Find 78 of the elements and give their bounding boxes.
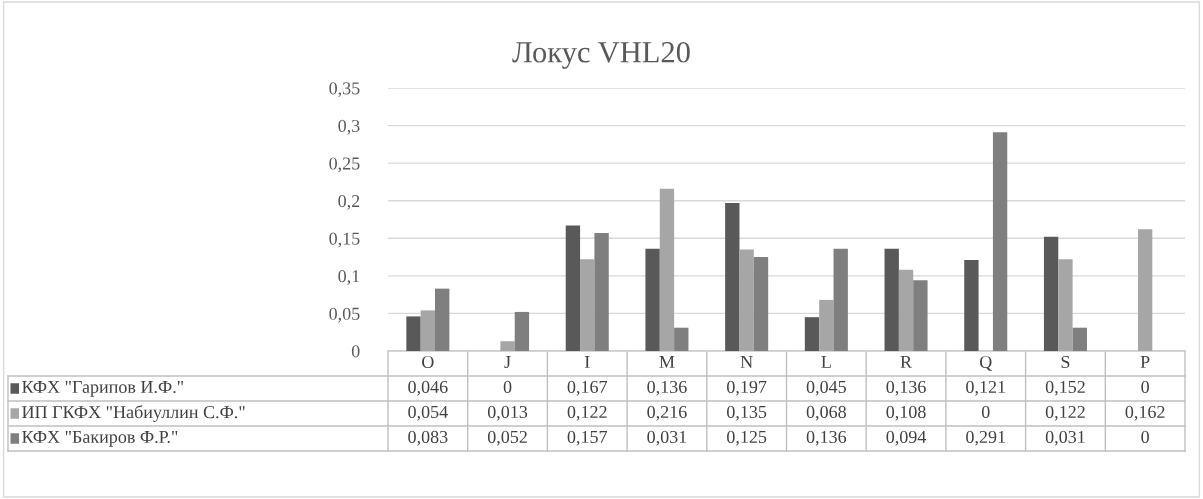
bar	[1043, 236, 1059, 351]
data-label: 0	[503, 380, 512, 394]
bar	[753, 257, 769, 351]
data-label: 0,013	[487, 405, 528, 421]
x-tick-label: J	[504, 356, 511, 369]
data-label: 0	[1141, 380, 1149, 394]
bar	[964, 260, 979, 351]
bar	[406, 316, 421, 351]
data-label: 0,197	[727, 380, 767, 396]
data-label: 0,157	[567, 430, 608, 446]
bar	[645, 248, 660, 351]
bar	[1058, 259, 1073, 351]
bar	[804, 317, 820, 351]
bar	[992, 132, 1008, 351]
data-label: 0,083	[408, 430, 448, 446]
bar	[913, 280, 928, 351]
bar	[500, 341, 515, 351]
y-tick-label: 0,35	[329, 82, 360, 98]
x-tick-label: N	[740, 356, 753, 368]
x-tick-label: O	[422, 355, 434, 369]
y-tick-label: 0,2	[338, 194, 360, 210]
bar	[1072, 327, 1087, 351]
data-label: 0,122	[567, 405, 607, 421]
y-tick-label: 0,25	[329, 157, 360, 173]
data-label: 0,136	[647, 380, 687, 396]
data-label: 0	[1141, 430, 1149, 444]
x-tick-label: S	[1061, 355, 1070, 369]
bar	[898, 269, 914, 351]
x-tick-label: I	[584, 356, 590, 368]
bar	[580, 259, 595, 351]
y-tick-label: 0,15	[329, 232, 360, 248]
data-label: 0,108	[886, 405, 926, 421]
data-label: 0,052	[487, 430, 527, 446]
data-label: 0,031	[647, 430, 687, 446]
bar	[514, 311, 530, 351]
data-label: 0,216	[647, 405, 687, 421]
data-label: 0,068	[806, 405, 846, 421]
data-label: 0,152	[1045, 380, 1085, 396]
x-tick-label: Q	[979, 355, 992, 371]
legend-label: КФХ "Гарипов И.Ф."	[22, 381, 183, 397]
data-label: 0,136	[806, 430, 847, 446]
y-tick-label: 0	[351, 345, 360, 358]
legend-label: ИП ГКФХ "Набиуллин С.Ф."	[22, 405, 245, 422]
bar	[594, 233, 609, 351]
data-label: 0,031	[1045, 430, 1085, 446]
data-label: 0,121	[966, 380, 1005, 396]
legend-label: КФХ "Бакиров Ф.Р."	[22, 431, 178, 447]
data-label: 0,167	[567, 380, 608, 396]
data-label: 0,291	[966, 430, 1005, 446]
data-label: 0,125	[727, 430, 767, 446]
bar	[435, 288, 450, 351]
y-tick-label: 0,1	[338, 270, 360, 285]
data-label: 0,122	[1045, 405, 1085, 421]
x-tick-label: P	[1140, 356, 1150, 368]
bar	[659, 188, 675, 351]
bar	[739, 249, 754, 351]
bar	[565, 225, 581, 351]
data-label: 0,094	[886, 430, 927, 446]
y-tick-label: 0,05	[329, 307, 360, 323]
chart-title: Локус VHL20	[512, 41, 690, 69]
bar	[1137, 229, 1153, 351]
data-label: 0,136	[886, 380, 926, 396]
data-label: 0,135	[727, 405, 767, 421]
x-tick-label: L	[821, 356, 831, 368]
x-tick-label: M	[659, 356, 675, 368]
bar	[725, 202, 740, 351]
y-tick-label: 0,3	[338, 119, 360, 135]
bar	[819, 299, 834, 351]
x-tick-label: R	[900, 356, 913, 368]
data-label: 0	[981, 405, 990, 419]
data-label: 0,054	[408, 405, 448, 421]
bar	[674, 327, 689, 351]
data-label: 0,162	[1125, 405, 1165, 421]
data-label: 0,045	[806, 380, 846, 396]
bar	[833, 248, 848, 351]
data-label: 0,046	[408, 380, 448, 396]
bar	[884, 248, 899, 351]
bar	[420, 310, 436, 351]
